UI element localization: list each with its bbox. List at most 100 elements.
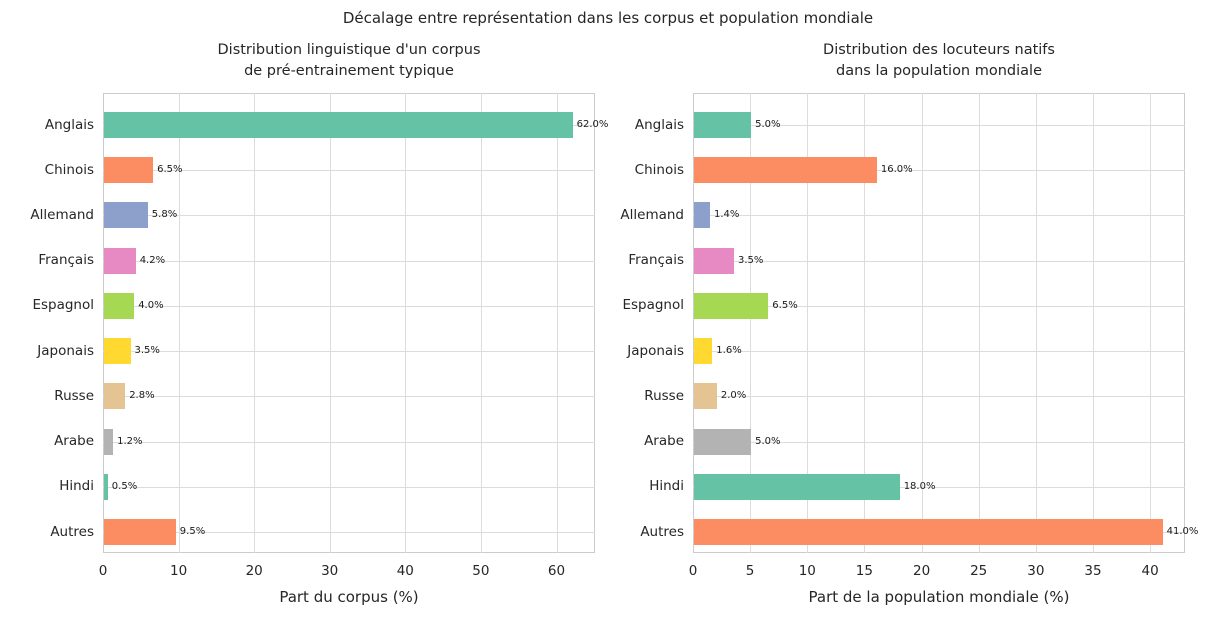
- x-tick-label: 5: [745, 563, 755, 579]
- x-tick-label: 0: [98, 563, 108, 579]
- bar-value-label-anglais: 5.0%: [755, 119, 781, 130]
- bar-value-label-arabe: 5.0%: [755, 435, 781, 447]
- x-tick-label: 20: [913, 563, 931, 579]
- subplot-corpus-title: Distribution linguistique d'un corpus de…: [103, 40, 595, 82]
- x-tick-label: 60: [547, 563, 566, 579]
- category-label-chinois: Chinois: [634, 161, 684, 178]
- figure-suptitle: Décalage entre représentation dans les c…: [342, 9, 874, 27]
- bar-value-label-japonais: 1.6%: [716, 345, 742, 357]
- grid-line-vertical: [405, 93, 407, 553]
- bar-hindi: [694, 473, 900, 500]
- category-label-espagnol: Espagnol: [622, 297, 684, 314]
- grid-line-horizontal: [693, 125, 1185, 126]
- grid-line-vertical: [921, 93, 923, 553]
- subplot-corpus-title-line-2: de pré-entrainement typique: [244, 63, 454, 79]
- category-label-francais: Français: [38, 252, 94, 269]
- grid-line-horizontal: [103, 170, 595, 172]
- bar-francais: [104, 247, 136, 274]
- bar-anglais: [694, 112, 752, 138]
- bar-russe: [694, 383, 717, 410]
- x-tick-label: 25: [970, 563, 988, 579]
- bar-arabe: [694, 428, 752, 455]
- bar-value-label-anglais: 62.0%: [576, 119, 609, 130]
- bar-anglais: [104, 112, 573, 138]
- grid-line-horizontal: [693, 351, 1185, 353]
- bar-value-label-russe: 2.8%: [129, 390, 155, 402]
- category-label-allemand: Allemand: [620, 206, 684, 223]
- grid-line-horizontal: [693, 260, 1185, 262]
- x-tick-label: 0: [688, 563, 698, 579]
- bar-value-label-allemand: 5.8%: [151, 209, 178, 221]
- category-label-japonais: Japonais: [627, 342, 684, 359]
- category-label-chinois: Chinois: [44, 161, 94, 178]
- subplot-population-title-line-2: dans la population mondiale: [836, 63, 1042, 79]
- bar-value-label-chinois: 6.5%: [157, 164, 183, 176]
- bar-espagnol: [104, 292, 135, 319]
- bar-hindi: [104, 473, 108, 500]
- bar-value-label-chinois: 16.0%: [880, 164, 913, 176]
- grid-line-vertical: [480, 93, 482, 553]
- x-tick-label: 20: [245, 563, 263, 579]
- x-tick-label: 30: [321, 563, 339, 579]
- grid-line-horizontal: [103, 215, 595, 217]
- grid-line-horizontal: [103, 396, 595, 398]
- bar-value-label-japonais: 3.5%: [134, 345, 160, 357]
- bar-value-label-arabe: 1.2%: [117, 435, 143, 447]
- bar-value-label-hindi: 18.0%: [903, 480, 936, 492]
- grid-line-horizontal: [103, 305, 595, 307]
- x-tick-label: 10: [798, 563, 816, 579]
- grid-line-vertical: [1035, 93, 1037, 553]
- category-label-hindi: Hindi: [59, 478, 94, 495]
- category-label-arabe: Arabe: [54, 433, 94, 450]
- grid-line-horizontal: [103, 486, 595, 488]
- bar-chinois: [694, 157, 877, 184]
- bar-value-label-francais: 3.5%: [738, 254, 764, 266]
- bar-russe: [104, 383, 126, 410]
- x-tick-label: 40: [396, 563, 414, 579]
- category-label-allemand: Allemand: [30, 206, 94, 223]
- bar-allemand: [104, 202, 148, 229]
- x-axis-label: Part du corpus (%): [279, 588, 419, 606]
- bar-value-label-francais: 4.2%: [139, 254, 166, 266]
- grid-line-vertical: [807, 93, 809, 553]
- category-label-espagnol: Espagnol: [32, 297, 94, 314]
- category-label-arabe: Arabe: [644, 433, 684, 450]
- category-label-russe: Russe: [54, 387, 94, 404]
- grid-line-vertical: [978, 93, 980, 553]
- grid-line-horizontal: [103, 260, 595, 262]
- grid-line-vertical: [329, 93, 331, 553]
- bar-value-label-autres: 41.0%: [1166, 526, 1199, 537]
- bar-autres: [104, 519, 176, 545]
- subplot-population-title-line-1: Distribution des locuteurs natifs: [823, 42, 1055, 58]
- bar-chinois: [104, 157, 154, 184]
- grid-line-horizontal: [103, 532, 595, 533]
- category-label-autres: Autres: [50, 523, 94, 540]
- grid-line-horizontal: [103, 441, 595, 443]
- bar-espagnol: [694, 292, 769, 319]
- grid-line-vertical: [1093, 93, 1094, 553]
- bar-value-label-russe: 2.0%: [720, 390, 747, 402]
- x-tick-label: 30: [1027, 563, 1045, 579]
- grid-line-vertical: [254, 93, 256, 553]
- x-tick-label: 15: [855, 563, 873, 579]
- grid-line-horizontal: [693, 396, 1185, 398]
- x-tick-label: 10: [170, 563, 188, 579]
- bar-value-label-allemand: 1.4%: [714, 209, 740, 221]
- grid-line-horizontal: [693, 215, 1185, 217]
- bar-japonais: [104, 338, 131, 365]
- bar-value-label-espagnol: 6.5%: [772, 299, 798, 311]
- x-tick-label: 35: [1084, 563, 1102, 579]
- grid-line-vertical: [178, 93, 180, 553]
- bar-value-label-autres: 9.5%: [179, 526, 206, 537]
- category-label-autres: Autres: [640, 523, 684, 540]
- bar-japonais: [694, 338, 713, 365]
- x-axis-label: Part de la population mondiale (%): [808, 588, 1070, 606]
- category-label-russe: Russe: [644, 387, 684, 404]
- bar-allemand: [694, 202, 710, 229]
- bar-autres: [694, 519, 1163, 545]
- category-label-francais: Français: [628, 252, 684, 269]
- x-tick-label: 40: [1141, 563, 1159, 579]
- x-tick-label: 50: [472, 563, 490, 579]
